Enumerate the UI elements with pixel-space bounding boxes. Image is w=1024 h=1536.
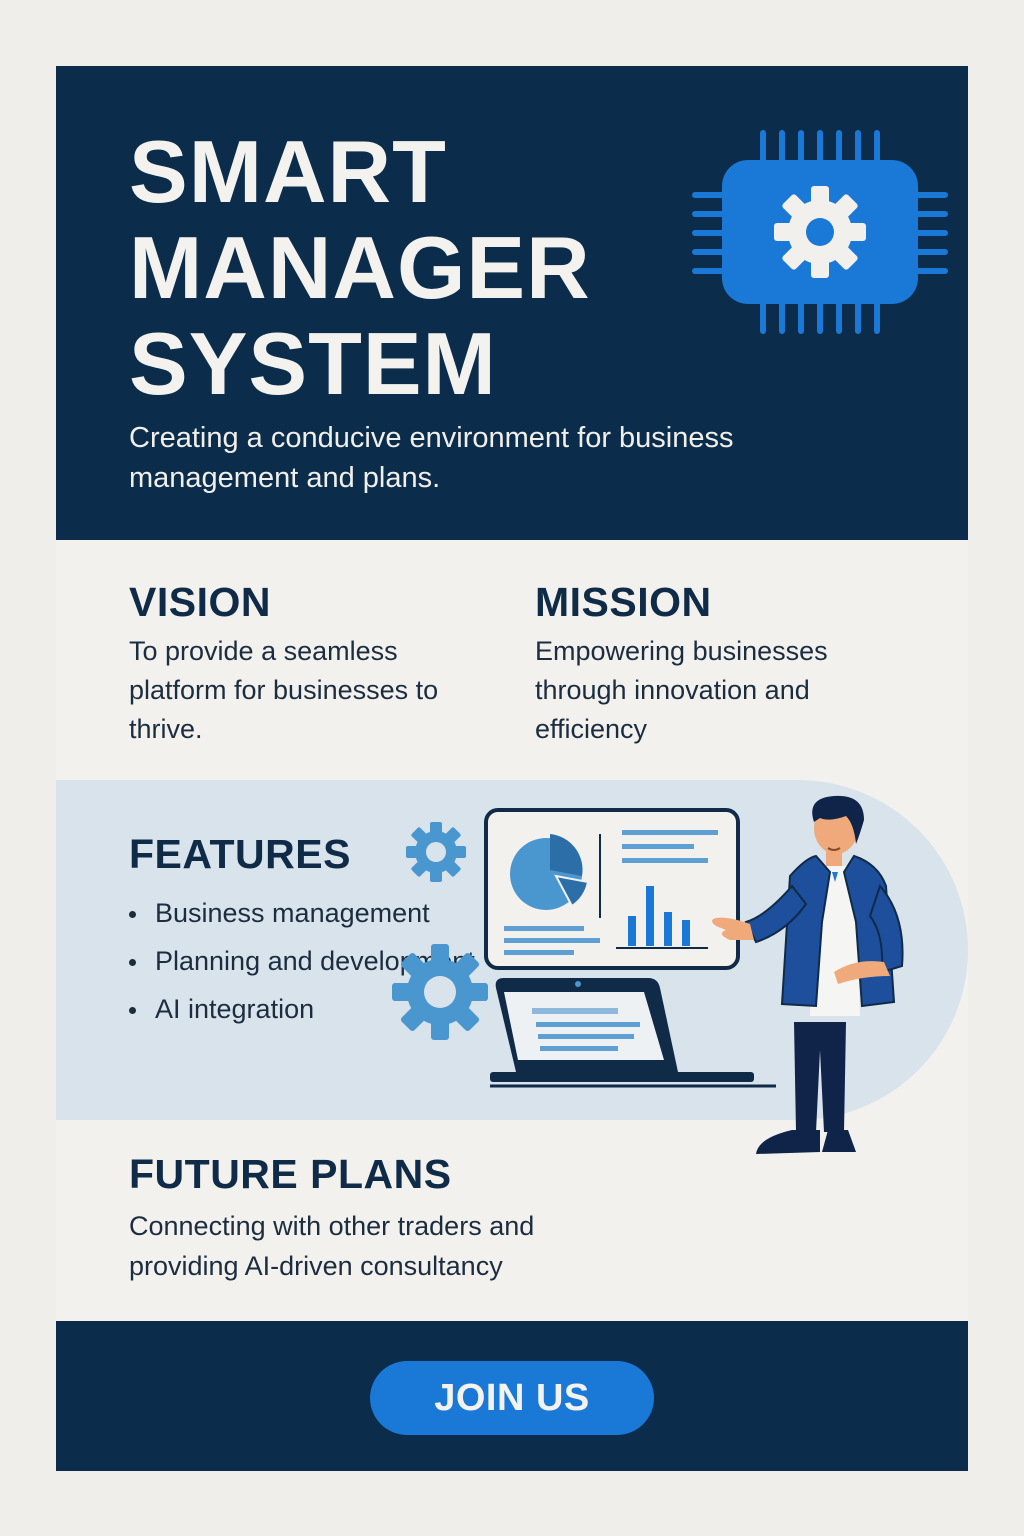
presenter-illustration	[712, 795, 904, 1154]
presentation-illustration	[392, 795, 904, 1154]
mission-text: Empowering businesses through innovation…	[535, 636, 828, 744]
dashboard-board-icon	[484, 808, 740, 970]
poster: SMART MANAGER SYSTEM Creating a conduciv…	[56, 66, 968, 1471]
gear-icon	[406, 822, 466, 882]
footer-banner: JOIN US	[56, 1321, 968, 1471]
gear-icon	[392, 944, 488, 1040]
list-item: AI integration	[129, 988, 489, 1030]
title-line: MANAGER	[129, 218, 591, 317]
vision-text: To provide a seamless platform for busin…	[129, 636, 439, 744]
laptop-icon	[490, 978, 776, 1088]
subtitle: Creating a conducive environment for bus…	[129, 422, 734, 494]
header-banner: SMART MANAGER SYSTEM Creating a conduciv…	[56, 66, 968, 540]
mission-title: MISSION	[535, 579, 712, 625]
features-title: FEATURES	[129, 831, 351, 877]
features-list: Business management Planning and develop…	[129, 892, 489, 1036]
title-line: SYSTEM	[129, 314, 497, 413]
title-line: SMART	[129, 122, 447, 221]
page-title: SMART MANAGER SYSTEM	[129, 124, 591, 412]
vision-title: VISION	[129, 579, 271, 625]
future-plans-text: Connecting with other traders and provid…	[129, 1211, 535, 1281]
list-item: Business management	[129, 892, 489, 934]
chip-gear-icon	[692, 130, 948, 334]
future-plans-title: FUTURE PLANS	[129, 1151, 452, 1197]
join-us-button[interactable]: JOIN US	[370, 1361, 654, 1435]
